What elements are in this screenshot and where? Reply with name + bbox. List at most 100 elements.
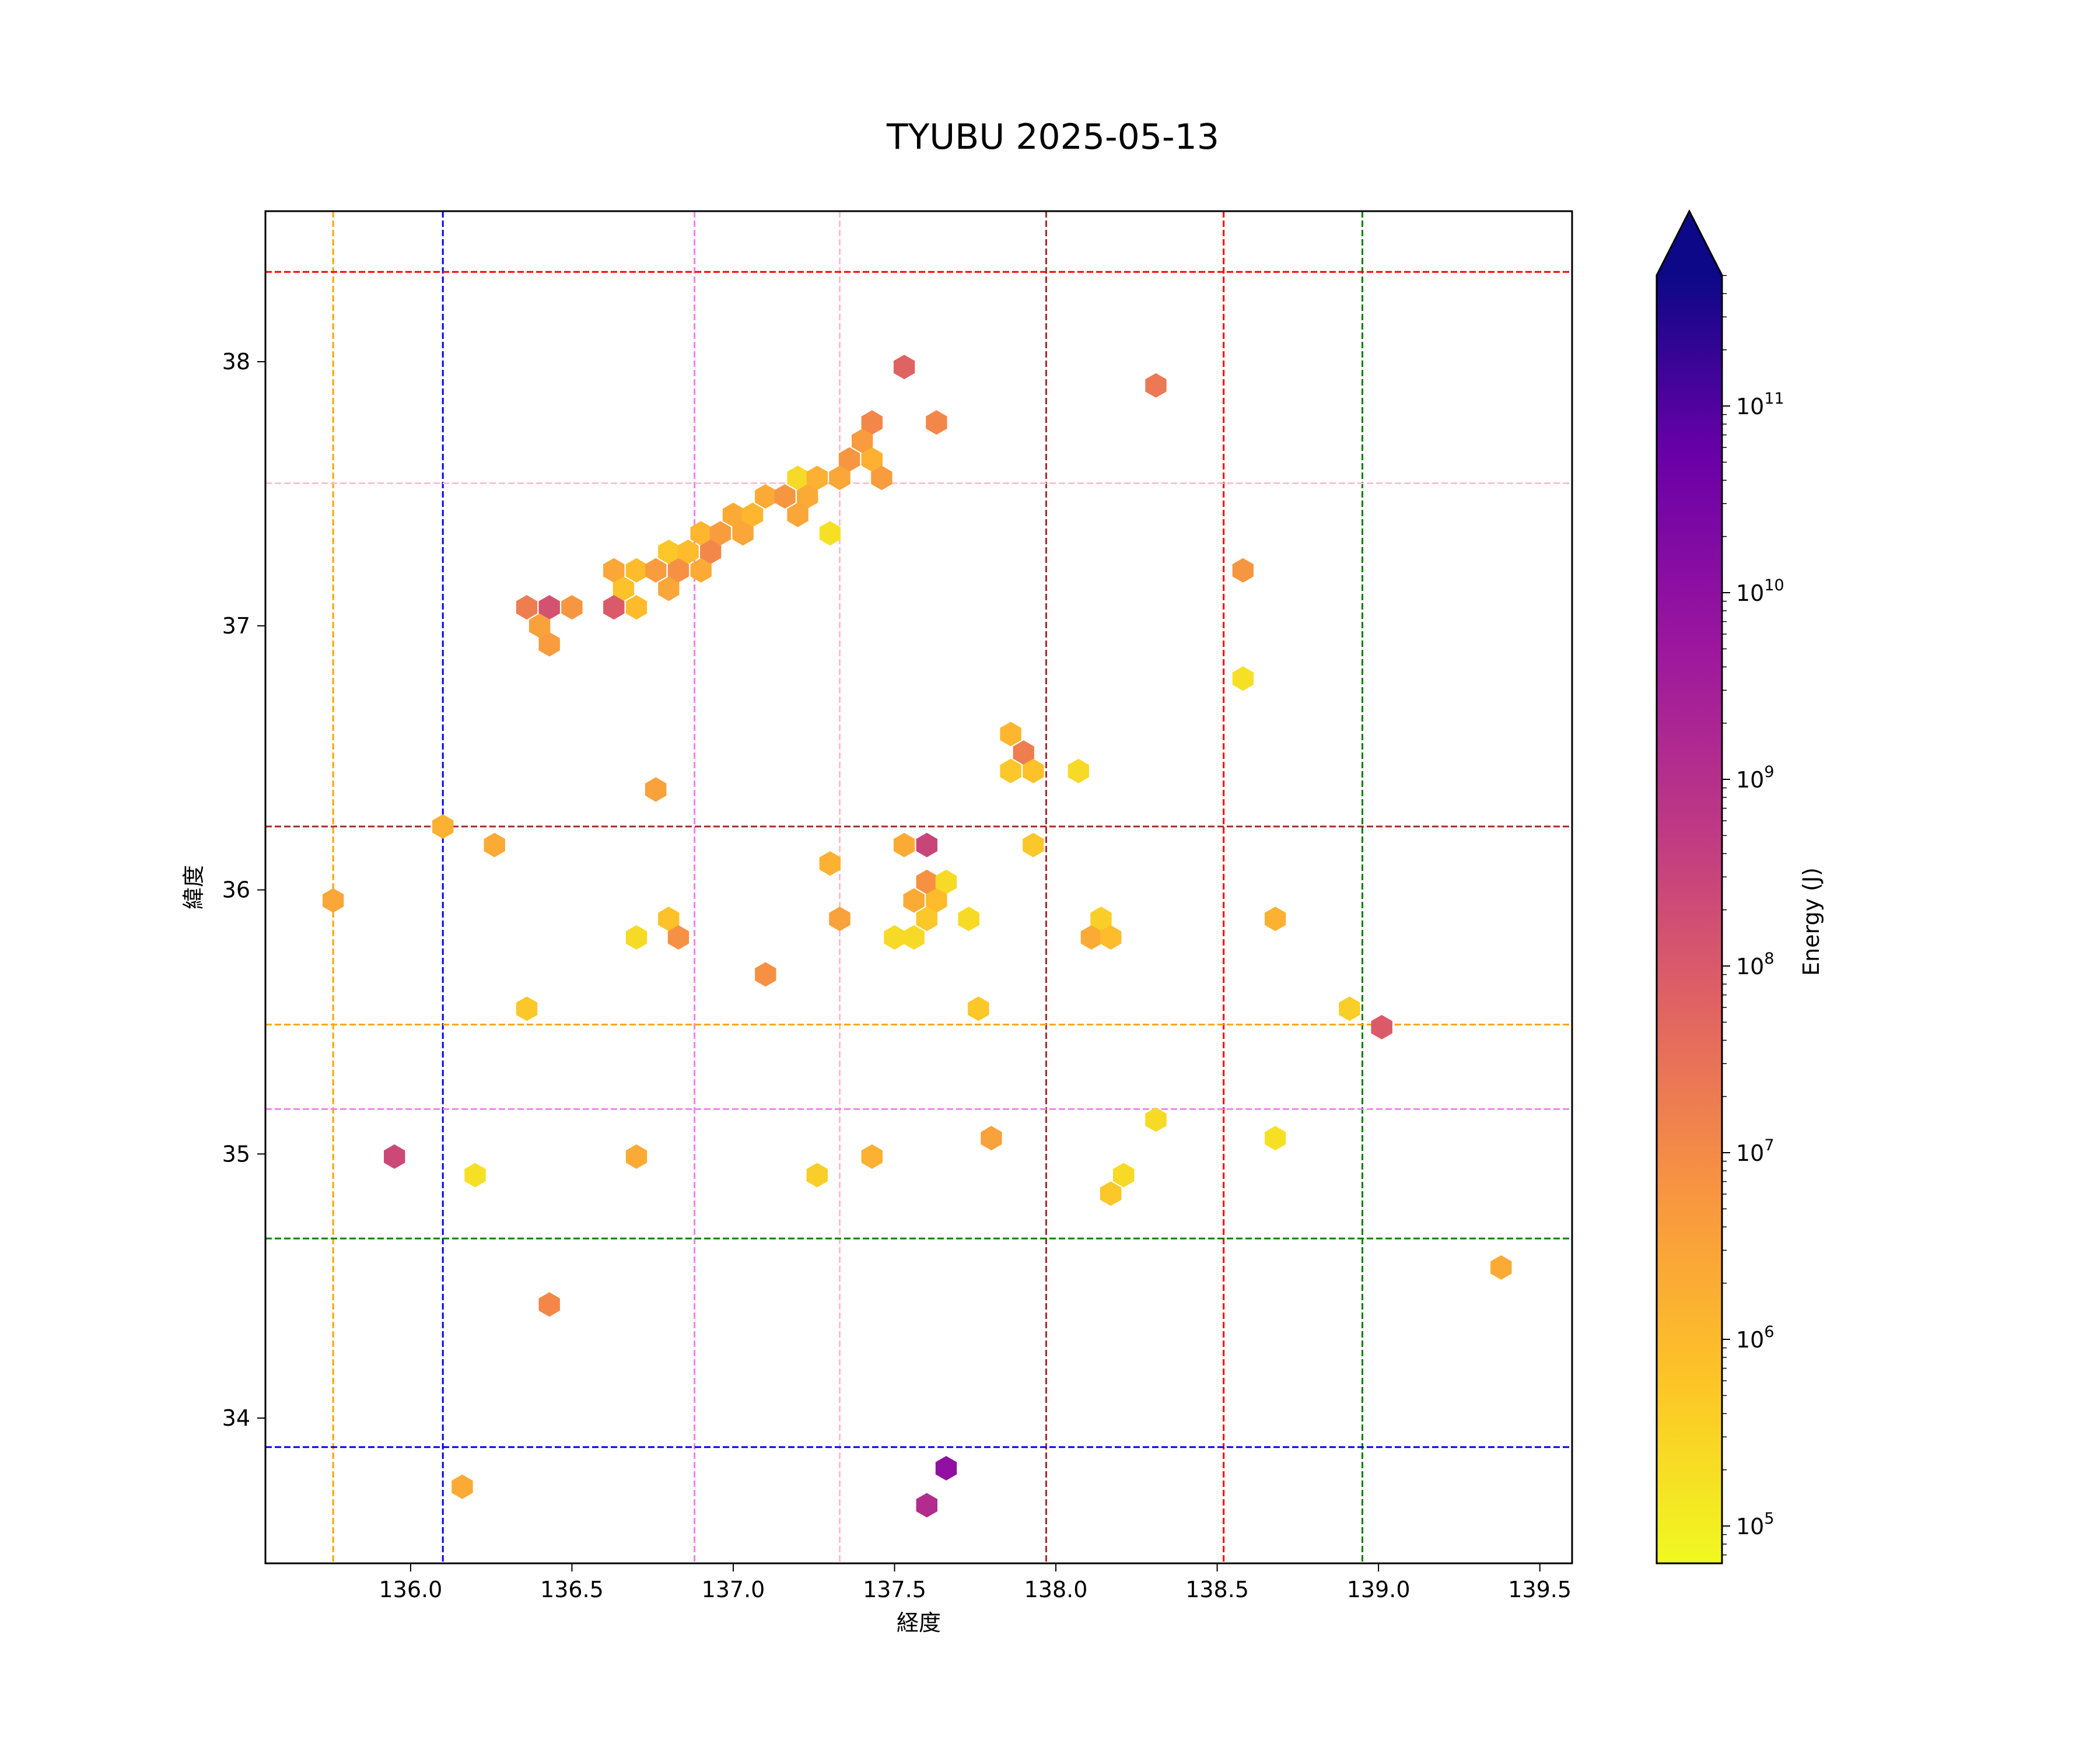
hexbin-cell	[323, 888, 344, 913]
colorbar-tick-label: 107	[1736, 1136, 1774, 1166]
hexbin-cell	[926, 888, 947, 913]
x-tick-label: 138.5	[1185, 1577, 1249, 1602]
colorbar: 105 106 107 108 109 1010 1011 Energy (J)	[1656, 209, 1824, 1564]
colorbar-tick-label: 108	[1736, 950, 1774, 979]
hexbin-cell	[1232, 666, 1254, 691]
hexbin-cell	[1023, 832, 1044, 858]
hexbin-cell	[645, 558, 667, 583]
x-tick-label: 139.0	[1347, 1577, 1410, 1602]
hexbin-cell	[1145, 1107, 1167, 1132]
hexbin-cell	[667, 558, 690, 583]
x-axis-ticks: 136.0 136.5 137.0 137.5 138.0 138.5 139.0 139.5	[379, 1563, 1572, 1602]
hexbin-cell	[667, 925, 690, 950]
hexbin-cell	[819, 521, 841, 546]
colorbar-ticks: 105 106 107 108 109 1010 1011	[1722, 275, 1784, 1556]
hexbin-cell	[625, 558, 648, 583]
hexbin-cell	[625, 595, 648, 620]
hexbin-cell	[916, 907, 937, 932]
hexbin-cell	[625, 925, 648, 950]
hexbin-cell	[981, 1126, 1002, 1151]
hexbin-cell	[1490, 1255, 1512, 1280]
hexbin-cell	[516, 595, 538, 620]
hexbin-cell	[903, 888, 925, 913]
hexbin-cell	[1100, 925, 1122, 950]
hexbin-cell	[484, 832, 505, 858]
plot-frame	[264, 210, 1573, 1564]
hexbin-cell	[603, 558, 625, 583]
hexbin-cell	[732, 521, 754, 546]
hexbin-cell	[806, 466, 828, 491]
hexbin-cell	[538, 595, 560, 620]
hexbin-cell	[861, 447, 883, 472]
hexbin-cell	[1000, 722, 1021, 747]
hexbin-cell	[1090, 907, 1112, 932]
colorbar-label: Energy (J)	[1798, 867, 1824, 976]
x-tick-label: 136.5	[540, 1577, 604, 1602]
colorbar-tick-label: 106	[1736, 1323, 1774, 1353]
hexbin-cell	[787, 466, 808, 491]
chart-title: TYUBU 2025-05-13	[886, 117, 1219, 158]
hexbin-cell	[755, 484, 776, 509]
hexbin-cell	[852, 428, 873, 453]
hexbin-cell	[1113, 1163, 1135, 1188]
hexbin-cell	[700, 540, 722, 564]
x-tick-label: 139.5	[1508, 1577, 1572, 1602]
hexbin-cell	[612, 576, 635, 601]
y-tick-label: 37	[222, 613, 250, 639]
hexbin-cell	[528, 613, 551, 638]
colorbar-gradient	[1657, 275, 1722, 1563]
hexbin-cell	[625, 1144, 648, 1169]
hexbin-cell	[709, 521, 731, 546]
hexbin-cell	[774, 484, 796, 509]
hexbin-cell	[958, 907, 979, 932]
x-tick-label: 138.0	[1024, 1577, 1088, 1602]
hexbin-cell	[829, 466, 850, 491]
hexbin-cell	[690, 521, 712, 546]
colorbar-extend-arrow	[1657, 211, 1722, 275]
hexbin-cell	[538, 1292, 560, 1317]
hexbin-cell	[1023, 758, 1044, 783]
hexbin-cell	[884, 925, 905, 950]
hexbin-cell	[916, 1493, 937, 1518]
y-tick-label: 35	[222, 1141, 250, 1167]
hexbin-cell	[903, 925, 925, 950]
x-tick-label: 136.0	[379, 1577, 442, 1602]
colorbar-tick-label: 105	[1736, 1510, 1774, 1539]
hexbin-cell	[861, 410, 883, 435]
hexbin-cell	[806, 1163, 828, 1188]
hexbin-cell	[861, 1144, 883, 1169]
hexbin-cell	[464, 1163, 486, 1188]
hexbin-cell	[1232, 558, 1254, 583]
hexbin-cell	[1265, 907, 1286, 932]
hexbin-cell	[893, 355, 915, 380]
hexbin-cell	[690, 558, 712, 583]
hexbin-cell	[893, 832, 915, 858]
hexbin-cell	[658, 576, 680, 601]
hexbin-cell	[819, 851, 841, 876]
hexbin-cell	[1145, 373, 1167, 398]
hexbin-cell	[1068, 758, 1089, 783]
colorbar-tick-label: 109	[1736, 763, 1774, 793]
hexbin-cell	[742, 502, 764, 527]
reference-lines	[265, 211, 1572, 1563]
hexbin-cell	[871, 466, 892, 491]
hexbin-cell	[384, 1144, 405, 1169]
hexbin-cells	[323, 355, 1512, 1518]
y-axis-ticks: 34 35 36 37 38	[222, 349, 265, 1431]
hexbin-cell	[926, 410, 947, 435]
hexbin-cell	[838, 447, 860, 472]
hexbin-cell	[516, 996, 538, 1021]
hexbin-cell	[603, 595, 625, 620]
hexbin-cell	[916, 869, 937, 894]
hexbin-cell	[755, 962, 776, 987]
hexbin-cell	[1371, 1014, 1392, 1040]
colorbar-tick-label: 1010	[1736, 576, 1784, 606]
hexbin-cell	[645, 777, 667, 802]
hexbin-cell	[1080, 925, 1102, 950]
hexbin-cell	[1339, 996, 1360, 1021]
hexbin-cell	[452, 1474, 473, 1499]
colorbar-tick-label: 1011	[1736, 390, 1784, 419]
hexbin-cell	[658, 907, 680, 932]
y-tick-label: 36	[222, 877, 250, 903]
